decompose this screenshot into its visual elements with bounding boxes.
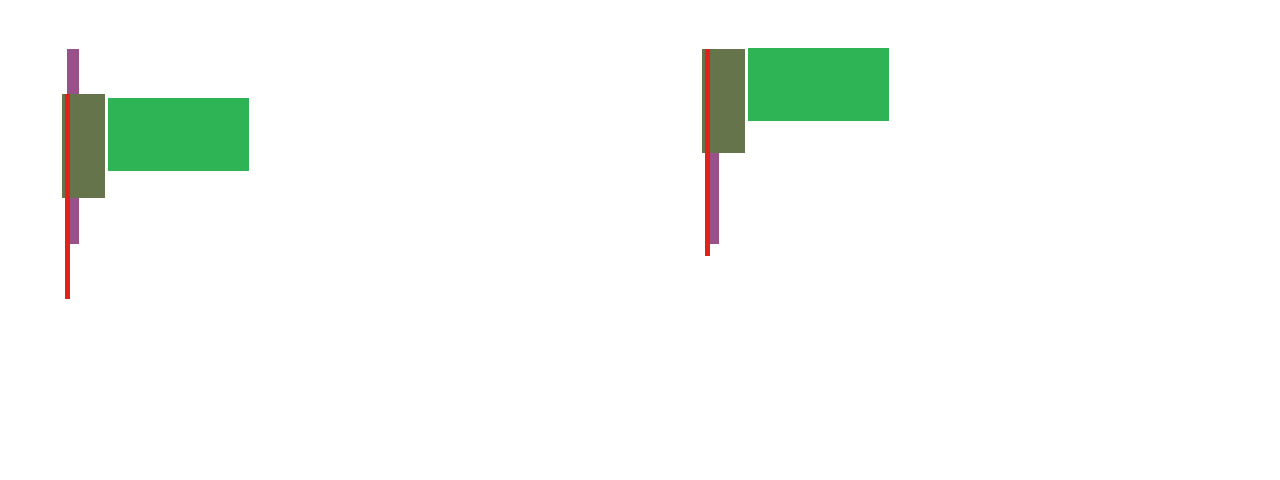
- red-line: [65, 94, 70, 299]
- green-box: [108, 98, 249, 171]
- red-line: [705, 49, 710, 256]
- green-box: [748, 48, 889, 121]
